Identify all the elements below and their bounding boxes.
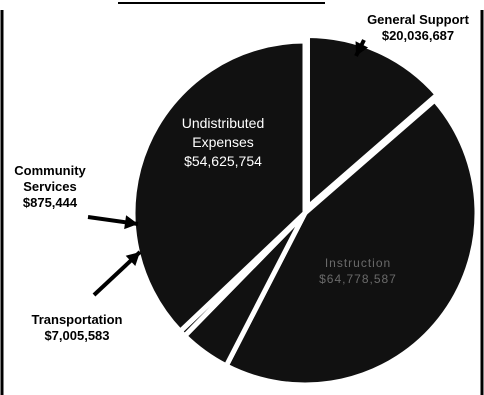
slice-label-undistributed-expenses: Undistributed Expenses $54,625,754 xyxy=(182,115,265,169)
slice-label-line: Community xyxy=(14,163,86,178)
slice-label-line: $20,036,687 xyxy=(382,28,454,43)
pie-slice-instruction xyxy=(222,96,480,388)
pie-slice-undistributed-expenses xyxy=(130,38,308,335)
slice-label-line: Instruction xyxy=(325,256,391,270)
pie-slices xyxy=(130,33,480,388)
slice-label-line: $7,005,583 xyxy=(44,328,109,343)
pie-slice-general-support xyxy=(304,33,441,214)
slice-label-line: Expenses xyxy=(192,134,253,150)
callout-arrowhead-community-services xyxy=(124,215,138,230)
slice-labels: General Support $20,036,687 Instruction $64… xyxy=(14,12,469,343)
slice-label-line: $875,444 xyxy=(23,195,78,210)
slice-label-community-services: Community Services $875,444 xyxy=(14,163,86,210)
slice-label-line: Services xyxy=(23,179,77,194)
slice-label-general-support: General Support $20,036,687 xyxy=(367,12,470,43)
callout-arrowhead-general-support xyxy=(355,41,369,56)
callouts xyxy=(87,39,369,297)
callout-arrowhead-transportation xyxy=(125,252,140,266)
slice-label-line: $54,625,754 xyxy=(184,153,262,169)
slice-label-transportation: Transportation $7,005,583 xyxy=(31,312,122,343)
slice-label-instruction: Instruction $64,778,587 xyxy=(319,256,397,286)
slice-label-line: Undistributed xyxy=(182,115,265,131)
slice-label-line: $64,778,587 xyxy=(319,272,397,286)
slice-label-line: General Support xyxy=(367,12,470,27)
slice-label-line: Transportation xyxy=(31,312,122,327)
